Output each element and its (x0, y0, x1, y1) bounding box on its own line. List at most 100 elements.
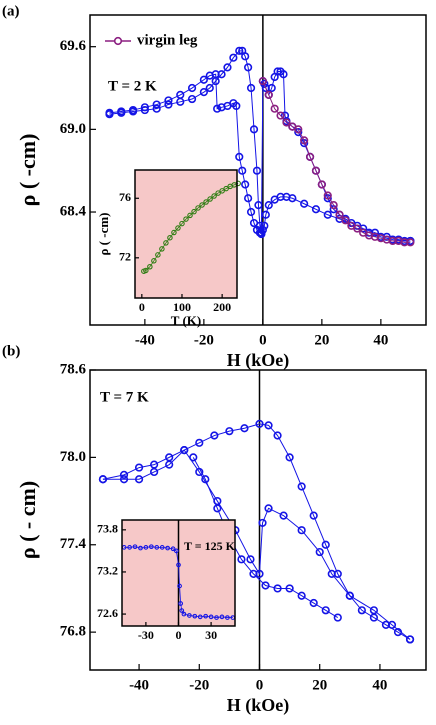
legend-marker (113, 36, 123, 46)
data-point (238, 166, 247, 175)
panel-label: (b) (2, 343, 20, 359)
data-point (252, 166, 262, 175)
x-axis-label: H (kOe) (227, 350, 290, 371)
data-point (140, 103, 149, 112)
data-point (177, 583, 182, 589)
data-point (264, 201, 273, 210)
data-point (333, 613, 342, 622)
data-point (297, 526, 306, 535)
data-point (240, 424, 249, 433)
y-tick-label: 73.8 (97, 522, 118, 536)
data-point (167, 234, 173, 241)
data-point (213, 104, 222, 113)
data-point (214, 615, 219, 620)
plot-frame (134, 169, 238, 299)
x-tick-label: 20 (314, 332, 329, 348)
data-point (201, 475, 210, 484)
data-point (246, 207, 256, 217)
data-point (223, 185, 229, 192)
data-point (159, 545, 165, 550)
data-point (165, 460, 174, 469)
data-point (134, 475, 144, 484)
y-tick-label: 72.6 (97, 606, 118, 620)
data-point (213, 504, 222, 513)
data-point (159, 246, 165, 252)
data-point (264, 90, 273, 100)
data-point (273, 431, 282, 440)
data-point (327, 569, 336, 578)
data-point (261, 210, 270, 219)
data-point (191, 208, 197, 215)
data-point (267, 83, 276, 93)
data-point (285, 453, 294, 462)
data-point (261, 581, 270, 590)
data-point (406, 238, 415, 247)
data-point (179, 608, 185, 613)
data-point (98, 475, 108, 484)
data-point (235, 46, 244, 55)
series-line (192, 457, 339, 619)
data-point (117, 107, 126, 116)
data-point (249, 218, 259, 228)
data-point (170, 546, 176, 552)
series-line (262, 80, 411, 243)
data-point (232, 101, 241, 111)
data-point (173, 548, 179, 554)
data-point (155, 252, 161, 258)
data-point (195, 205, 201, 211)
data-point (311, 166, 321, 175)
x-tick-label: 200 (213, 300, 231, 314)
data-point (127, 545, 132, 550)
x-tick-label: -30 (138, 628, 154, 642)
data-point (264, 504, 273, 513)
data-point (369, 606, 379, 615)
data-point (276, 111, 285, 120)
data-point (197, 614, 203, 620)
data-point (199, 75, 208, 84)
data-point (119, 470, 129, 479)
data-point (279, 511, 288, 520)
data-point (203, 199, 209, 205)
data-point (244, 194, 253, 203)
y-tick-label: 76.8 (60, 624, 86, 640)
data-point (152, 104, 161, 113)
data-point (176, 562, 181, 568)
data-point (270, 104, 279, 113)
data-point (258, 518, 267, 528)
data-point (305, 152, 315, 162)
data-point (279, 70, 288, 79)
data-point (210, 431, 219, 440)
data-point (163, 240, 169, 246)
y-axis-label: ρ ( - cm) (15, 481, 40, 559)
y-tick-label: 78.6 (60, 361, 87, 377)
data-point (164, 96, 173, 105)
data-point (154, 545, 160, 550)
data-point (225, 427, 234, 436)
data-point (189, 453, 198, 462)
data-point (195, 438, 204, 447)
data-point (219, 188, 225, 194)
data-point (119, 475, 129, 484)
data-point (128, 105, 138, 115)
data-point (187, 212, 193, 219)
data-point (273, 584, 282, 593)
data-point (192, 613, 198, 619)
y-tick-label: 76 (119, 190, 131, 204)
data-point (181, 611, 187, 617)
legend-label: virgin leg (137, 32, 198, 48)
data-point (238, 46, 247, 55)
data-point (147, 263, 153, 270)
x-tick-label: 0 (259, 332, 267, 348)
data-point (321, 606, 330, 615)
x-tick-label: 0 (139, 300, 145, 314)
data-point (255, 228, 265, 237)
data-point (187, 83, 197, 93)
data-point (211, 193, 217, 199)
x-tick-label: 40 (372, 677, 387, 693)
data-point (315, 547, 324, 557)
x-axis-label: H (kOe) (227, 695, 290, 716)
data-point (264, 421, 273, 430)
data-point (235, 152, 244, 162)
